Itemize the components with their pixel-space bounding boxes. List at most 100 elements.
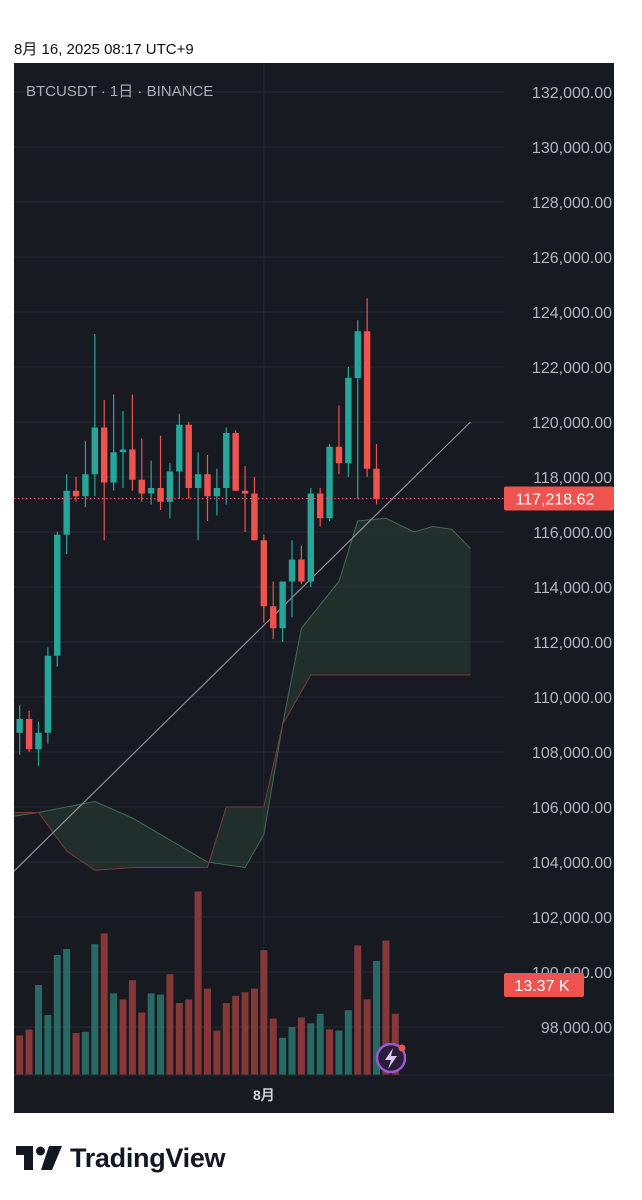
candle-body xyxy=(335,446,343,464)
y-tick-label: 104,000.00 xyxy=(532,855,612,872)
candle-body xyxy=(345,378,352,464)
volume-bar xyxy=(72,1033,80,1075)
volume-bar xyxy=(194,891,202,1075)
candle-body xyxy=(223,433,230,488)
y-tick-label: 102,000.00 xyxy=(532,910,612,927)
candle-body xyxy=(270,606,277,629)
candle-body xyxy=(279,581,286,629)
volume-bar xyxy=(110,993,118,1075)
volume-bar xyxy=(316,1013,324,1075)
volume-bar xyxy=(326,1029,334,1075)
volume-bar xyxy=(175,1003,183,1075)
candle-body xyxy=(213,488,221,497)
candle-body xyxy=(54,534,61,656)
candle-body xyxy=(176,424,183,472)
volume-bar xyxy=(100,933,108,1075)
candle-body xyxy=(363,331,371,469)
volume-bar xyxy=(81,1031,89,1075)
candle-body xyxy=(326,446,333,519)
candle-body xyxy=(25,719,33,750)
volume-bar xyxy=(307,1023,315,1075)
volume-bar xyxy=(335,1030,343,1075)
tradingview-brand[interactable]: TradingView xyxy=(16,1141,226,1175)
volume-bar xyxy=(53,955,61,1075)
candle-body xyxy=(288,559,296,582)
candle-body xyxy=(185,424,192,488)
volume-bar xyxy=(147,993,155,1075)
candle-body xyxy=(298,559,305,582)
plot-area xyxy=(14,298,471,1075)
y-tick-label: 132,000.00 xyxy=(532,85,612,102)
y-tick-label: 106,000.00 xyxy=(532,800,612,817)
y-tick-label: 120,000.00 xyxy=(532,415,612,432)
volume-bar xyxy=(344,1010,352,1075)
volume-bar xyxy=(166,974,174,1075)
volume-bar xyxy=(260,950,268,1075)
symbol-info[interactable]: BTCUSDT · 1日 · BINANCE xyxy=(26,83,214,100)
candle-body xyxy=(373,468,380,499)
volume-bar xyxy=(241,992,249,1075)
candle-body xyxy=(44,655,52,733)
volume-bar xyxy=(119,999,127,1075)
volume-bar xyxy=(25,1029,33,1075)
candle-body xyxy=(204,474,211,497)
candle-body xyxy=(110,452,117,483)
candle-body xyxy=(260,540,268,607)
y-tick-label: 116,000.00 xyxy=(533,525,612,542)
candle-body xyxy=(307,493,314,582)
candle-body xyxy=(35,732,42,750)
ichimoku-cloud xyxy=(14,518,471,871)
volume-bar xyxy=(204,988,211,1075)
candle-body xyxy=(251,493,258,541)
volume-bar xyxy=(269,1018,277,1075)
cloud-span-b xyxy=(14,674,471,871)
y-tick-label: 126,000.00 xyxy=(532,250,612,267)
candle-body xyxy=(354,331,361,378)
volume-bar xyxy=(288,1027,296,1075)
tradingview-logo-icon xyxy=(16,1146,62,1170)
y-tick-label: 110,000.00 xyxy=(533,690,612,707)
volume-bar xyxy=(63,949,71,1075)
x-axis-label: 8月 xyxy=(253,1087,275,1103)
chart-panel[interactable]: 132,000.00 130,000.00 128,000.00 126,000.00… xyxy=(14,63,614,1113)
volume-bar xyxy=(213,1030,221,1075)
candle-body xyxy=(119,449,127,453)
candle-body xyxy=(138,479,145,494)
volume-bar xyxy=(44,1015,52,1075)
candle-body xyxy=(241,490,249,494)
candle-body xyxy=(147,488,155,494)
last-price-badge xyxy=(504,486,614,511)
y-tick-label: 112,000.00 xyxy=(533,635,612,652)
candle-body xyxy=(194,474,202,488)
y-tick-label: 118,000.00 xyxy=(533,470,612,487)
y-tick-label: 108,000.00 xyxy=(532,745,612,762)
brand-name: TradingView xyxy=(70,1142,226,1173)
candle-body xyxy=(82,474,89,497)
volume-bar xyxy=(232,995,240,1075)
volume-bar xyxy=(363,999,371,1075)
y-tick-label: 114,000.00 xyxy=(533,580,612,597)
candle-body xyxy=(166,471,174,502)
volume-bar xyxy=(128,980,136,1075)
volume-bar xyxy=(279,1037,287,1075)
volume-bar xyxy=(138,1012,146,1075)
candle-body xyxy=(101,427,108,483)
volume-badge xyxy=(504,973,584,997)
volume-bar xyxy=(222,1003,230,1075)
y-tick-label: 128,000.00 xyxy=(532,195,612,212)
candle-body xyxy=(63,490,70,535)
candle-body xyxy=(316,493,324,519)
candlestick-chart[interactable]: 132,000.00 130,000.00 128,000.00 126,000.00… xyxy=(14,63,614,1113)
y-tick-label: 124,000.00 xyxy=(532,305,612,322)
volume-bar xyxy=(157,994,165,1075)
candle-body xyxy=(72,490,80,497)
y-tick-label: 98,000.00 xyxy=(541,1020,612,1037)
volume-bar xyxy=(34,985,42,1075)
volume-bar xyxy=(382,940,390,1075)
candle-body xyxy=(157,488,164,502)
volume-bar xyxy=(373,961,381,1075)
y-tick-label: 130,000.00 xyxy=(532,140,612,157)
candle-body xyxy=(16,719,23,733)
volume-bar xyxy=(91,944,99,1075)
y-tick-label: 122,000.00 xyxy=(532,360,612,377)
